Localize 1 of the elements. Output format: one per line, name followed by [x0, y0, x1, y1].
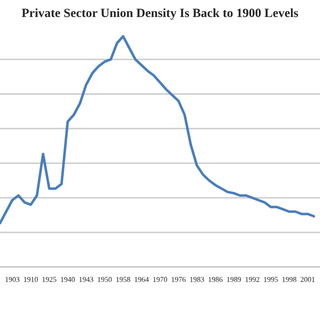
chart-title: Private Sector Union Density Is Back to 1900 Levels — [22, 8, 298, 20]
